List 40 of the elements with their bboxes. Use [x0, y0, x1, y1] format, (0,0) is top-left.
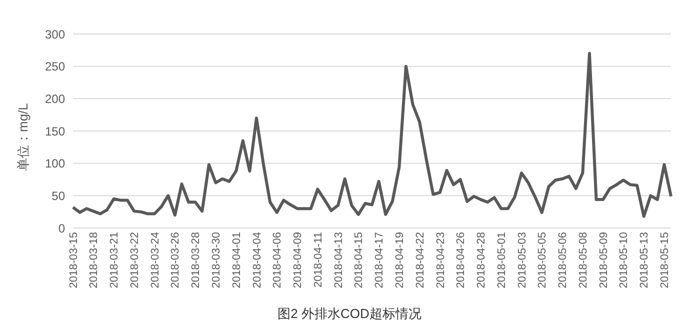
y-tick-label: 250 [44, 60, 66, 74]
y-tick-label: 100 [44, 156, 66, 171]
x-tick-label: 2018-03-26 [170, 232, 182, 288]
y-tick-label: 50 [52, 188, 66, 203]
x-tick-label: 2018-03-24 [149, 232, 162, 288]
x-tick-label: 2018-03-15 [68, 232, 80, 288]
x-tick-label: 2018-04-17 [374, 232, 386, 288]
x-tick-label: 2018-04-09 [292, 232, 304, 288]
x-tick-label: 2018-05-06 [557, 232, 570, 288]
x-tick-label: 2018-03-28 [190, 232, 202, 288]
x-tick-label: 2018-05-01 [496, 232, 508, 288]
x-tick-label: 2018-03-30 [210, 232, 223, 288]
x-tick-label: 2018-04-06 [272, 232, 284, 288]
y-tick-label: 300 [44, 27, 66, 42]
x-tick-label: 2018-05-05 [536, 232, 549, 288]
x-tick-label: 2018-04-01 [230, 232, 243, 288]
x-tick-label: 2018-03-21 [108, 232, 121, 288]
x-tick-label: 2018-05-03 [516, 232, 528, 288]
y-tick-label: 200 [44, 92, 66, 106]
x-tick-label: 2018-04-22 [414, 232, 426, 288]
text: 图2 外排水COD超标情况 [276, 305, 422, 323]
x-tick-label: 2018-05-09 [598, 232, 610, 288]
x-tick-label: 2018-04-26 [455, 232, 468, 288]
x-tick-label: 2018-04-04 [251, 232, 264, 288]
x-tick-label: 2018-03-18 [88, 232, 100, 288]
y-tick-label: 0 [58, 221, 66, 236]
x-tick-label: 2018-05-10 [618, 232, 630, 288]
y-tick-label: 150 [44, 124, 66, 138]
x-tick-label: 2018-05-15 [659, 232, 672, 288]
x-tick-label: 2018-04-19 [394, 232, 406, 288]
x-tick-label: 2018-05-08 [577, 232, 590, 288]
y-axis-title: 单位：mg/L [16, 103, 31, 171]
line-series [72, 52, 672, 218]
x-tick-label: 2018-04-15 [353, 232, 366, 288]
x-tick-label: 2018-04-28 [476, 232, 488, 288]
x-tick-label: 2018-03-22 [128, 232, 141, 288]
x-tick-label: 2018-05-13 [638, 232, 651, 288]
x-tick-label: 2018-04-11 [312, 232, 324, 288]
x-tick-label: 2018-04-23 [434, 232, 447, 288]
x-tick-label: 2018-04-13 [332, 232, 345, 288]
